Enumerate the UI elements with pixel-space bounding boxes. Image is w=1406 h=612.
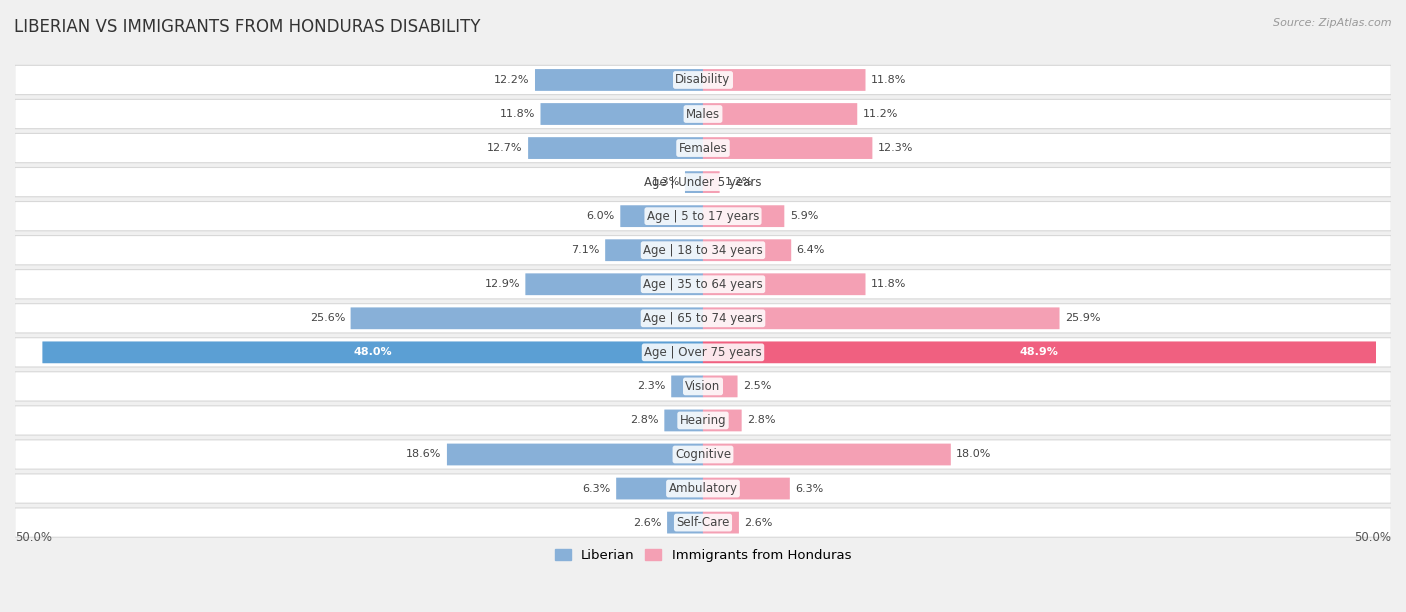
Text: Ambulatory: Ambulatory xyxy=(668,482,738,495)
Text: Age | Under 5 years: Age | Under 5 years xyxy=(644,176,762,188)
FancyBboxPatch shape xyxy=(703,341,1376,364)
Text: Source: ZipAtlas.com: Source: ZipAtlas.com xyxy=(1274,18,1392,28)
Text: 7.1%: 7.1% xyxy=(571,245,600,255)
FancyBboxPatch shape xyxy=(14,133,1392,163)
FancyBboxPatch shape xyxy=(703,444,950,465)
FancyBboxPatch shape xyxy=(14,65,1392,95)
Text: 18.0%: 18.0% xyxy=(956,449,991,460)
FancyBboxPatch shape xyxy=(14,406,1392,435)
Text: 2.8%: 2.8% xyxy=(630,416,659,425)
FancyBboxPatch shape xyxy=(447,444,703,465)
Text: 48.9%: 48.9% xyxy=(1019,348,1059,357)
Text: 2.8%: 2.8% xyxy=(747,416,776,425)
FancyBboxPatch shape xyxy=(703,137,872,159)
FancyBboxPatch shape xyxy=(703,239,792,261)
FancyBboxPatch shape xyxy=(14,201,1392,231)
Text: Age | 35 to 64 years: Age | 35 to 64 years xyxy=(643,278,763,291)
FancyBboxPatch shape xyxy=(666,512,703,534)
FancyBboxPatch shape xyxy=(14,168,1392,196)
Text: Age | Over 75 years: Age | Over 75 years xyxy=(644,346,762,359)
Text: 25.9%: 25.9% xyxy=(1064,313,1101,323)
FancyBboxPatch shape xyxy=(526,274,703,295)
Text: 1.3%: 1.3% xyxy=(651,177,679,187)
FancyBboxPatch shape xyxy=(671,376,703,397)
FancyBboxPatch shape xyxy=(703,171,720,193)
Text: 18.6%: 18.6% xyxy=(406,449,441,460)
Text: Males: Males xyxy=(686,108,720,121)
FancyBboxPatch shape xyxy=(703,512,740,534)
FancyBboxPatch shape xyxy=(703,376,738,397)
Text: 50.0%: 50.0% xyxy=(15,531,52,543)
FancyBboxPatch shape xyxy=(14,338,1392,367)
Text: 11.2%: 11.2% xyxy=(863,109,898,119)
FancyBboxPatch shape xyxy=(14,371,1392,401)
FancyBboxPatch shape xyxy=(14,474,1392,503)
Text: 11.8%: 11.8% xyxy=(870,75,907,85)
FancyBboxPatch shape xyxy=(14,236,1392,265)
Text: 12.9%: 12.9% xyxy=(485,279,520,289)
Text: 6.3%: 6.3% xyxy=(582,483,610,493)
FancyBboxPatch shape xyxy=(703,477,790,499)
Text: 11.8%: 11.8% xyxy=(499,109,536,119)
Text: Age | 65 to 74 years: Age | 65 to 74 years xyxy=(643,312,763,325)
Text: Disability: Disability xyxy=(675,73,731,86)
Text: Females: Females xyxy=(679,141,727,155)
Text: Age | 18 to 34 years: Age | 18 to 34 years xyxy=(643,244,763,256)
Text: Cognitive: Cognitive xyxy=(675,448,731,461)
FancyBboxPatch shape xyxy=(350,307,703,329)
Text: 2.6%: 2.6% xyxy=(633,518,662,528)
Text: 12.2%: 12.2% xyxy=(494,75,530,85)
FancyBboxPatch shape xyxy=(703,205,785,227)
FancyBboxPatch shape xyxy=(14,270,1392,299)
Text: 2.6%: 2.6% xyxy=(744,518,773,528)
Text: 6.4%: 6.4% xyxy=(797,245,825,255)
FancyBboxPatch shape xyxy=(14,440,1392,469)
FancyBboxPatch shape xyxy=(616,477,703,499)
Legend: Liberian, Immigrants from Honduras: Liberian, Immigrants from Honduras xyxy=(550,543,856,567)
FancyBboxPatch shape xyxy=(536,69,703,91)
FancyBboxPatch shape xyxy=(703,274,866,295)
Text: 12.3%: 12.3% xyxy=(877,143,912,153)
FancyBboxPatch shape xyxy=(703,409,742,431)
Text: 50.0%: 50.0% xyxy=(1354,531,1391,543)
FancyBboxPatch shape xyxy=(42,341,703,364)
FancyBboxPatch shape xyxy=(14,304,1392,333)
FancyBboxPatch shape xyxy=(14,508,1392,537)
FancyBboxPatch shape xyxy=(605,239,703,261)
Text: 6.3%: 6.3% xyxy=(796,483,824,493)
FancyBboxPatch shape xyxy=(529,137,703,159)
FancyBboxPatch shape xyxy=(703,307,1060,329)
FancyBboxPatch shape xyxy=(540,103,703,125)
Text: 2.5%: 2.5% xyxy=(742,381,772,392)
Text: 5.9%: 5.9% xyxy=(790,211,818,221)
Text: 6.0%: 6.0% xyxy=(586,211,614,221)
FancyBboxPatch shape xyxy=(664,409,703,431)
FancyBboxPatch shape xyxy=(703,103,858,125)
FancyBboxPatch shape xyxy=(620,205,703,227)
Text: Self-Care: Self-Care xyxy=(676,516,730,529)
Text: 1.2%: 1.2% xyxy=(725,177,754,187)
Text: 48.0%: 48.0% xyxy=(353,348,392,357)
Text: 2.3%: 2.3% xyxy=(637,381,666,392)
Text: 12.7%: 12.7% xyxy=(488,143,523,153)
Text: Hearing: Hearing xyxy=(679,414,727,427)
Text: Age | 5 to 17 years: Age | 5 to 17 years xyxy=(647,210,759,223)
Text: 11.8%: 11.8% xyxy=(870,279,907,289)
FancyBboxPatch shape xyxy=(685,171,703,193)
FancyBboxPatch shape xyxy=(703,69,866,91)
Text: Vision: Vision xyxy=(685,380,721,393)
Text: 25.6%: 25.6% xyxy=(309,313,346,323)
Text: LIBERIAN VS IMMIGRANTS FROM HONDURAS DISABILITY: LIBERIAN VS IMMIGRANTS FROM HONDURAS DIS… xyxy=(14,18,481,36)
FancyBboxPatch shape xyxy=(14,99,1392,129)
